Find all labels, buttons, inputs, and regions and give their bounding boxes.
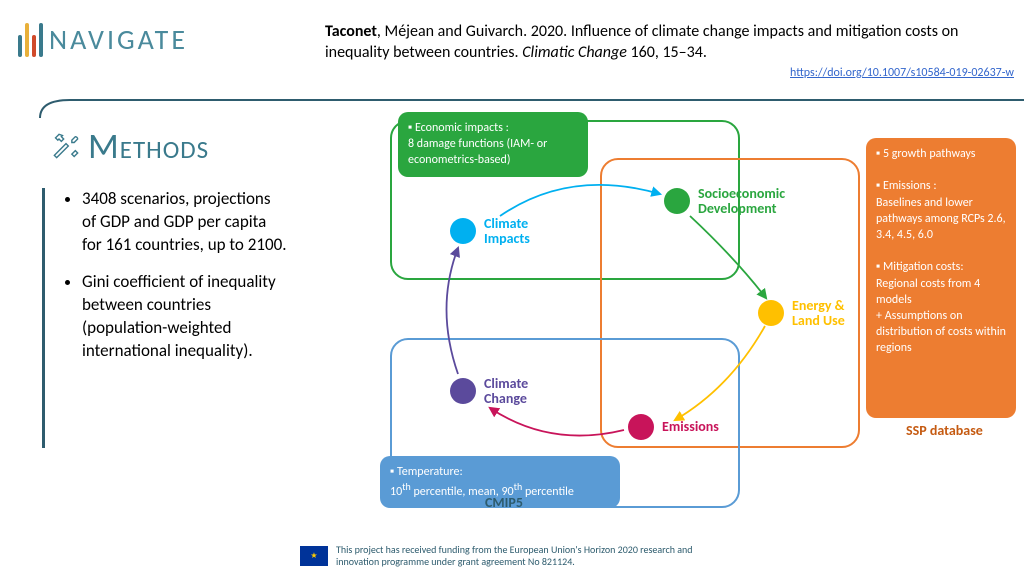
callout-green-l1: ▪ Economic impacts : (408, 120, 578, 136)
node-emissions: Emissions (628, 414, 719, 440)
lbl-energy-land: Energy &Land Use (792, 298, 845, 329)
logo-text: NAVIGATE (49, 22, 188, 57)
lbl-climate-change: ClimateChange (484, 376, 528, 407)
eu-flag-icon (300, 546, 328, 566)
doi-link[interactable]: https://doi.org/10.1007/s10584-019-02637… (325, 66, 1014, 82)
node-climate-impacts: ClimateImpacts (450, 216, 530, 247)
callout-green-l2: 8 damage functions (IAM- or (408, 136, 578, 152)
citation-pages: 160, 15–34. (631, 43, 707, 62)
cmip5-label: CMIP5 (485, 494, 523, 511)
tools-icon (52, 132, 80, 160)
callout-economic-impacts: ▪ Economic impacts : 8 damage functions … (398, 112, 588, 177)
section-title: Methods (52, 124, 209, 168)
citation-journal: Climatic Change (522, 43, 627, 62)
lbl-emissions: Emissions (662, 419, 719, 434)
callout-green-l3: econometrics-based) (408, 152, 578, 168)
methods-diagram: ▪ Economic impacts : 8 damage functions … (340, 108, 1020, 548)
footer-text: This project has received funding from t… (336, 544, 706, 568)
co-l5: + Assumptions on distribution of costs w… (876, 308, 1006, 357)
co-l2: ▪ Emissions : (876, 178, 1006, 194)
navigate-logo: NAVIGATE (18, 22, 188, 57)
side-rule (42, 188, 45, 448)
node-socioeconomic: SocioeconomicDevelopment (664, 186, 785, 217)
node-climate-change: ClimateChange (450, 376, 528, 407)
citation-text: Taconet, Méjean and Guivarch. 2020. Infl… (325, 22, 958, 62)
lbl-socioeconomic: SocioeconomicDevelopment (698, 186, 785, 217)
co-l3: Baselines and lower pathways among RCPs … (876, 195, 1006, 244)
bullet-1: 3408 scenarios, projections of GDP and G… (82, 188, 287, 257)
bullet-2: Gini coefficient of inequality between c… (82, 271, 287, 363)
bullet-list: 3408 scenarios, projections of GDP and G… (62, 188, 287, 377)
citation: Taconet, Méjean and Guivarch. 2020. Infl… (325, 22, 1014, 81)
co-l1: ▪ 5 growth pathways (876, 146, 1006, 162)
callout-ssp: ▪ 5 growth pathways ▪ Emissions : Baseli… (866, 138, 1016, 418)
ssp-database-label: SSP database (906, 422, 983, 439)
citation-lead: Taconet (325, 22, 377, 41)
section-title-text: Methods (88, 124, 209, 168)
logo-bars-icon (18, 23, 43, 57)
node-energy-land: Energy &Land Use (758, 298, 845, 329)
co-l4: ▪ Mitigation costs: Regional costs from … (876, 259, 1006, 308)
lbl-climate-impacts: ClimateImpacts (484, 216, 530, 247)
footer: This project has received funding from t… (300, 544, 706, 568)
slide: NAVIGATE Taconet, Méjean and Guivarch. 2… (0, 0, 1024, 576)
callout-blue-l1: ▪ Temperature: (390, 464, 610, 480)
